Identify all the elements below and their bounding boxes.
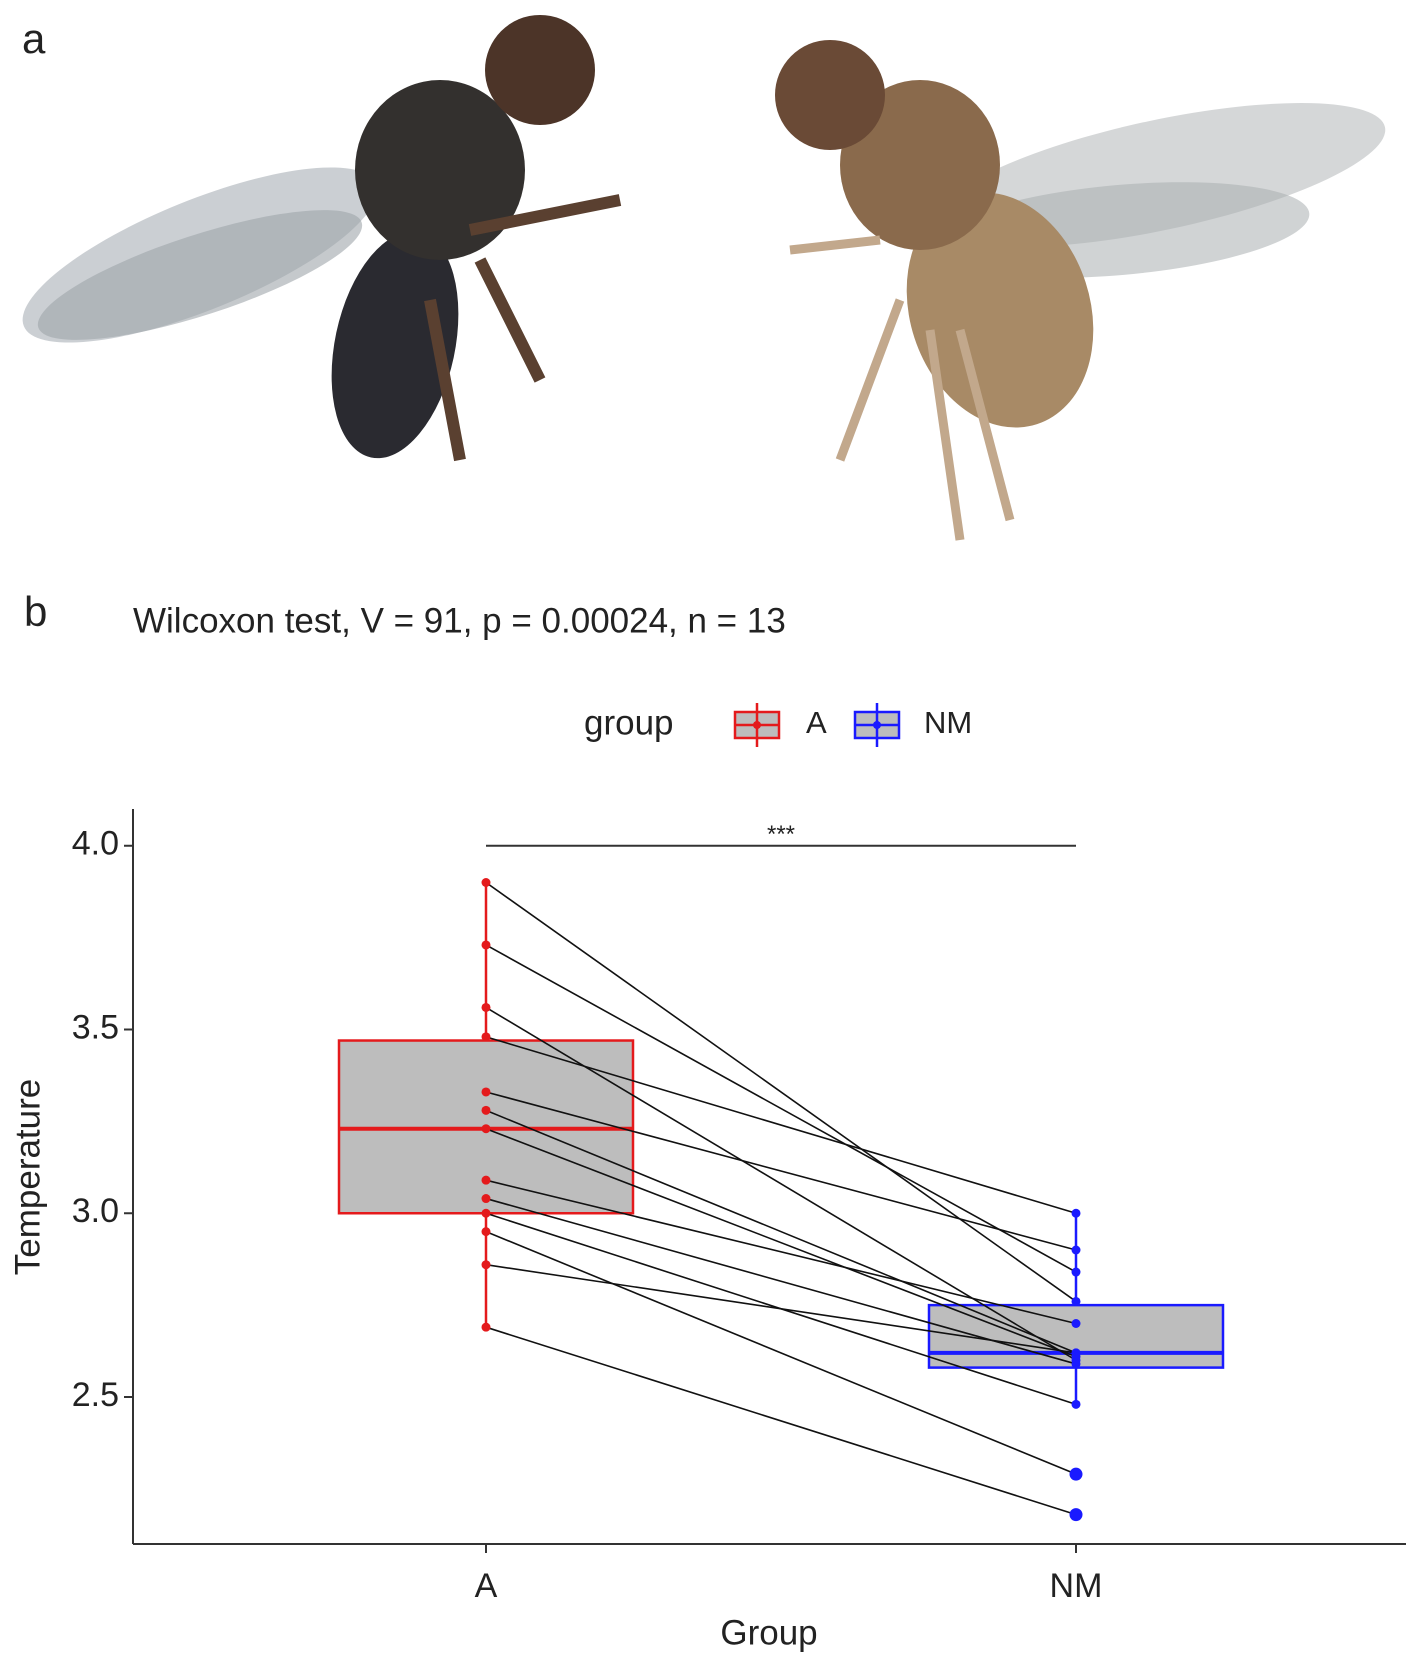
point: [481, 1087, 491, 1097]
point: [1071, 1267, 1081, 1277]
pair-line: [485, 1230, 1077, 1475]
legend-label: NM: [924, 705, 972, 740]
point: [481, 1208, 491, 1218]
point: [481, 1124, 491, 1134]
pair-line: [485, 1091, 1077, 1251]
pair-line: [485, 1127, 1077, 1358]
pair-line: [485, 1036, 1077, 1215]
panel-label: a: [22, 15, 46, 62]
outlier-point: [1069, 1467, 1083, 1481]
point: [481, 1260, 491, 1270]
point: [1071, 1348, 1081, 1358]
point: [481, 1032, 491, 1042]
legend-title: group: [584, 703, 674, 742]
legend-key-dot: [873, 721, 881, 729]
pair-line: [485, 881, 1077, 1303]
point: [481, 1175, 491, 1185]
point: [481, 878, 491, 887]
point: [481, 1227, 491, 1237]
point: [1071, 1319, 1081, 1328]
pair-line: [485, 1197, 1077, 1365]
fly-photo: [22, 15, 1386, 541]
panel-label: b: [24, 588, 47, 635]
point: [481, 1002, 491, 1012]
y-tick-label: 3.5: [72, 1008, 119, 1046]
point: [1071, 1245, 1081, 1255]
point: [1071, 1359, 1081, 1369]
point: [481, 1194, 491, 1204]
legend-key-dot: [753, 721, 761, 729]
y-tick-label: 4.0: [72, 825, 119, 863]
point: [1071, 1399, 1081, 1409]
pair-line: [485, 944, 1077, 1273]
y-axis-title: Temperature: [8, 1079, 47, 1275]
pair-line: [485, 1179, 1077, 1325]
significance-label: ***: [767, 821, 795, 848]
point: [481, 940, 491, 950]
point: [1071, 1208, 1081, 1218]
x-tick-label: A: [475, 1567, 498, 1605]
pair-line: [485, 1263, 1077, 1354]
x-tick-label: NM: [1050, 1567, 1103, 1605]
outlier-point: [1069, 1508, 1083, 1522]
legend-label: A: [806, 705, 827, 740]
pair-line: [485, 1326, 1077, 1516]
y-tick-label: 3.0: [72, 1192, 119, 1230]
y-tick-label: 2.5: [72, 1376, 119, 1414]
pair-line: [485, 1109, 1077, 1354]
point: [1071, 1296, 1081, 1306]
point: [481, 1105, 491, 1115]
x-axis-title: Group: [720, 1613, 817, 1652]
point: [481, 1322, 491, 1332]
chart-subtitle: Wilcoxon test, V = 91, p = 0.00024, n = …: [133, 601, 786, 640]
